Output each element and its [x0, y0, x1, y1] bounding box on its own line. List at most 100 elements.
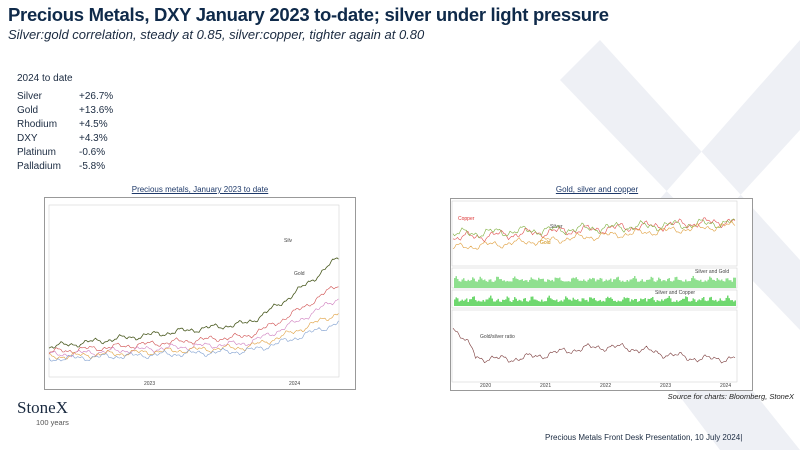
image-bar — [469, 299, 471, 306]
image-bar — [676, 300, 678, 306]
image-bar — [469, 280, 471, 288]
image-bar — [710, 296, 712, 306]
image-bar — [673, 301, 675, 306]
image-bar — [536, 300, 538, 306]
image-bar — [601, 301, 603, 306]
image-bar — [550, 280, 552, 288]
image-bar — [494, 280, 496, 288]
image-bar — [626, 280, 628, 288]
image-bar — [481, 278, 483, 288]
image-bar — [598, 300, 600, 306]
metal: Silver — [17, 91, 43, 102]
image-bar — [611, 281, 613, 288]
image-bar — [685, 279, 687, 288]
image-bar — [712, 300, 714, 306]
footer: Precious Metals Front Desk Presentation,… — [545, 433, 743, 442]
series-label: Gold — [540, 240, 551, 246]
image-bar — [553, 300, 555, 306]
image-bar — [548, 295, 550, 306]
performance-heading: 2024 to date — [17, 73, 73, 84]
metal: Rhodium — [17, 119, 58, 130]
image-bar — [536, 280, 538, 288]
image-bar — [512, 300, 514, 306]
image-bar — [620, 281, 622, 288]
image-bar — [461, 299, 463, 306]
image-bar — [704, 280, 706, 288]
image-bar — [701, 281, 703, 288]
image-bar — [463, 300, 465, 306]
image-bar — [520, 279, 522, 288]
image-bar — [574, 299, 576, 306]
image-bar — [499, 279, 501, 288]
image-bar — [527, 301, 529, 306]
image-bar — [499, 301, 501, 306]
image-trace — [452, 218, 736, 238]
change: +26.7% — [79, 91, 114, 102]
image-bar — [700, 279, 702, 288]
image-bar — [668, 278, 670, 288]
image-bar — [559, 277, 561, 288]
image-bar — [704, 300, 706, 306]
image-bar — [619, 280, 621, 288]
image-bar — [634, 276, 636, 288]
chart-image: Copper Silver Gold Silver and Gold Silve… — [450, 198, 753, 391]
image-bar — [532, 278, 534, 288]
image-bar — [562, 301, 564, 306]
change: +4.3% — [79, 133, 108, 144]
image-bar — [569, 299, 571, 306]
year-label: 2023 — [144, 381, 155, 387]
image-bar — [731, 300, 733, 306]
image-bar — [725, 278, 727, 288]
image-bar — [607, 280, 609, 288]
image-bar — [653, 281, 655, 288]
image-bar — [644, 298, 646, 306]
image-bar — [709, 297, 711, 306]
image-bar — [488, 279, 490, 288]
image-bar — [664, 299, 666, 306]
image-bar — [554, 277, 556, 288]
image-bar — [590, 279, 592, 288]
image-bar — [652, 277, 654, 288]
image-bar — [593, 297, 595, 306]
image-bar — [511, 281, 513, 288]
image-bar — [514, 276, 516, 288]
image-bar — [649, 298, 651, 306]
image-bar — [659, 301, 661, 306]
image-bar — [685, 296, 687, 306]
year-label: 2021 — [540, 383, 551, 389]
image-bar — [532, 296, 534, 306]
image-bar — [719, 280, 721, 288]
image-bar — [538, 277, 540, 288]
image-bar — [625, 298, 627, 306]
image-bar — [577, 299, 579, 306]
image-bar — [646, 279, 648, 288]
image-bar — [668, 295, 670, 306]
image-bar — [689, 301, 691, 306]
image-bar — [481, 301, 483, 306]
image-bar — [559, 301, 561, 306]
image-bar — [479, 276, 481, 288]
image-bar — [608, 298, 610, 306]
image-trace — [48, 320, 339, 362]
image-bar — [691, 300, 693, 306]
image-bar — [631, 279, 633, 288]
image-bar — [686, 281, 688, 288]
image-bar — [583, 298, 585, 306]
image-bar — [667, 278, 669, 288]
image-bar — [491, 281, 493, 288]
image-bar — [487, 281, 489, 288]
image-bar — [611, 298, 613, 306]
image-bar — [556, 299, 558, 306]
image-bar — [596, 301, 598, 306]
image-trace — [48, 298, 339, 358]
image-bar — [622, 299, 624, 306]
series-label: Copper — [458, 216, 475, 222]
image-bar — [632, 300, 634, 306]
image-bar — [496, 300, 498, 306]
slide-title: Precious Metals, DXY January 2023 to-dat… — [8, 4, 609, 25]
image-bar — [466, 281, 468, 288]
image-trace — [48, 285, 339, 354]
image-bar — [509, 301, 511, 306]
image-bar — [508, 281, 510, 288]
metal: DXY — [17, 133, 38, 144]
